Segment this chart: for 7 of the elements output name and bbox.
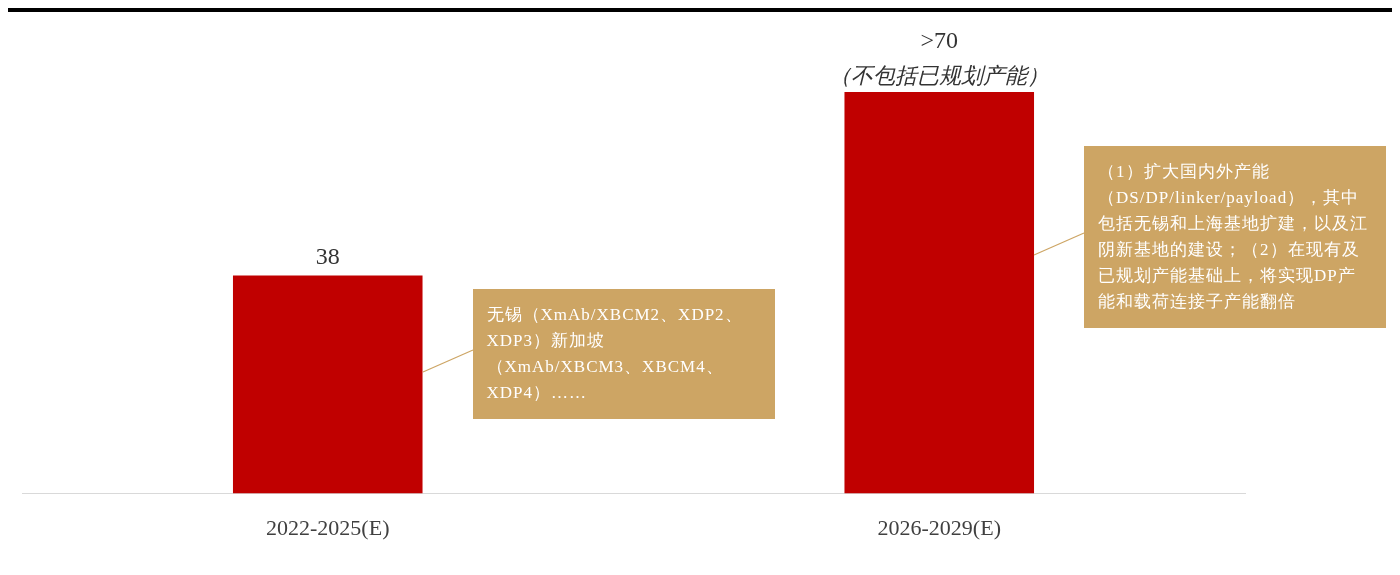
data-label: 38 [315, 242, 340, 269]
x-tick-label: 2022-2025(E) [266, 514, 390, 540]
x-tick-label: 2026-2029(E) [877, 514, 1001, 540]
callout-box: （1）扩大国内外产能（DS/DP/linker/payload），其中包括无锡和上海基地扩建，以及江阴新基地的建设；（2）在现有及已规划产能基础上，将实现DP产能和载荷连接子产能翻倍 [1084, 145, 1387, 328]
annotation: （不包括已规划产能） [829, 62, 1050, 88]
callout-box: 无锡（XmAb/XBCM2、XDP2、XDP3）新加坡（XmAb/XBCM3、XBCM4、XDP4）…… [472, 289, 775, 420]
data-label: >70 [920, 27, 959, 54]
